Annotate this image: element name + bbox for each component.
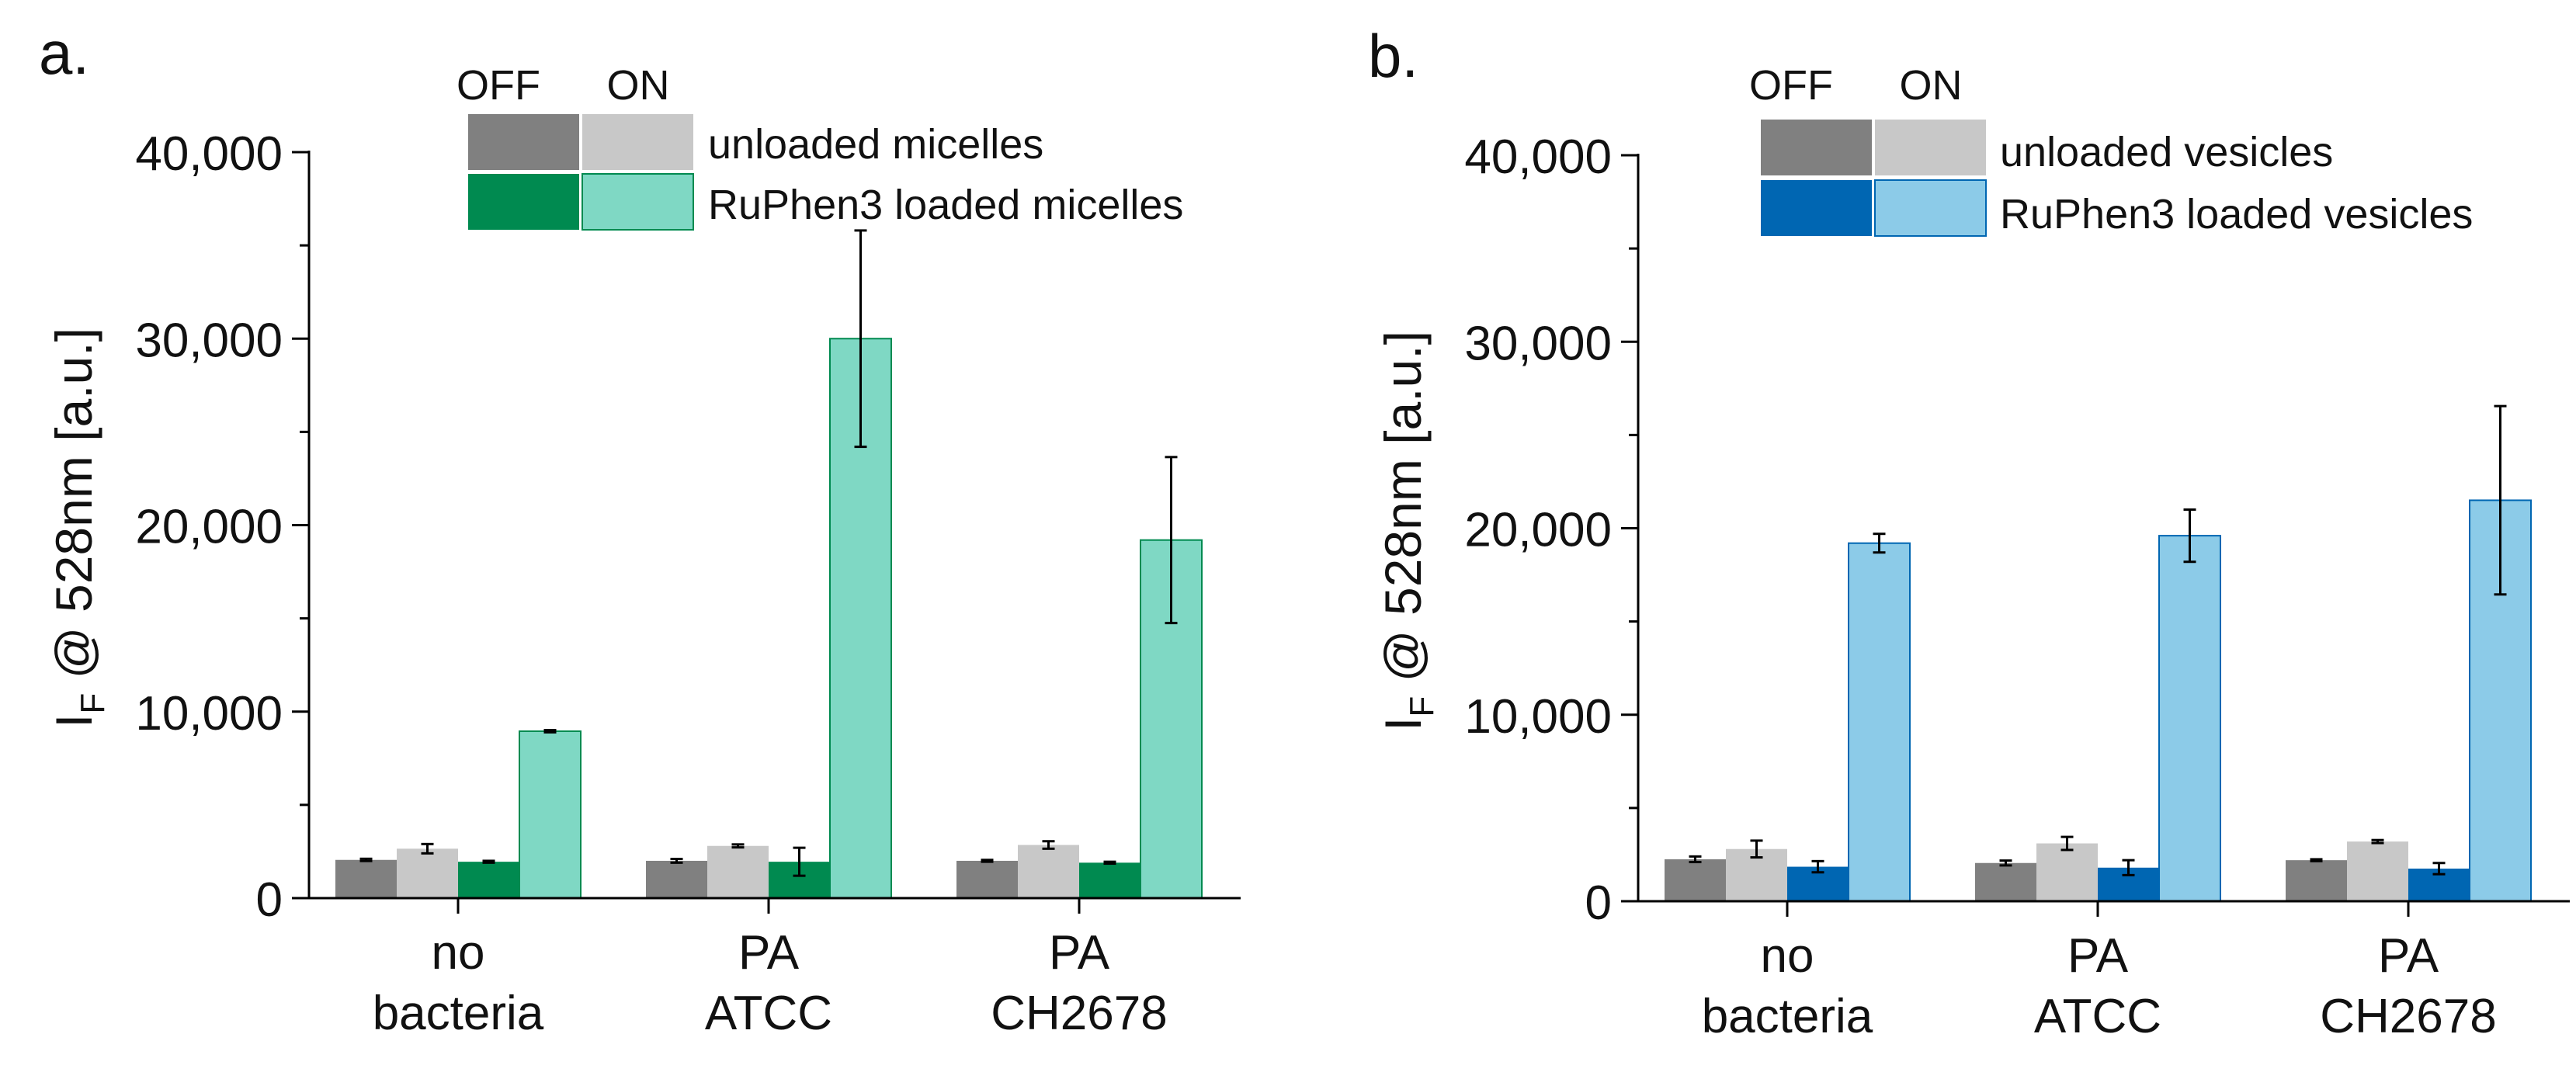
error-bar-3-2 xyxy=(1165,456,1178,625)
panel-b: b. IF @ 528nm [a.u.] 0 10,000 20,000 30,000… xyxy=(1368,22,2570,1043)
bar-0-0 xyxy=(1665,859,1726,901)
legend-swatch-unloaded-off xyxy=(1761,120,1872,175)
legend-header-on: ON xyxy=(1900,62,1963,109)
error-bar-3-0 xyxy=(543,729,557,734)
plot-area: 0 10,000 20,000 30,000 40,000 no bacteria PA ATC… xyxy=(1464,130,2570,1043)
error-bar-0-1 xyxy=(1999,859,2012,867)
legend-header-off: OFF xyxy=(1749,62,1833,109)
x-tick-label: PA ATCC xyxy=(705,926,832,1040)
svg-text:IF @ 528nm [a.u.]: IF @ 528nm [a.u.] xyxy=(45,328,112,728)
y-tick-label: 30,000 xyxy=(1464,317,1612,370)
error-bar-1-1 xyxy=(2060,835,2074,852)
legend-swatch-loaded-on xyxy=(1874,179,1987,237)
y-axis-label-main: I xyxy=(45,714,102,728)
error-bar-0-0 xyxy=(1689,855,1702,864)
bar-0-1 xyxy=(646,860,707,898)
x-tick-label: no bacteria xyxy=(1702,929,1873,1043)
svg-text:IF @ 528nm [a.u.]: IF @ 528nm [a.u.] xyxy=(1374,331,1441,731)
error-bar-3-2 xyxy=(2494,404,2507,596)
bar-0-0 xyxy=(335,859,397,898)
legend: OFF ON unloaded micelles RuPhen3 loaded … xyxy=(457,62,1183,231)
bar-2-0 xyxy=(458,862,519,898)
bar-1-1 xyxy=(707,845,769,898)
bar-0-1 xyxy=(1975,862,2036,901)
error-bar-2-2 xyxy=(2432,862,2446,876)
legend-label-loaded: RuPhen3 loaded micelles xyxy=(708,182,1183,228)
bar-1-2 xyxy=(1018,845,1079,898)
bar-0-2 xyxy=(2286,860,2347,901)
y-axis-label: IF @ 528nm [a.u.] xyxy=(45,328,112,728)
error-bar-0-0 xyxy=(359,857,373,862)
y-axis-label: IF @ 528nm [a.u.] xyxy=(1374,331,1441,731)
panel-a: a. IF @ 528nm [a.u.] 0 10,000 20,000 30,000… xyxy=(39,19,1241,1040)
error-bar-2-1 xyxy=(2122,859,2135,876)
error-bar-3-1 xyxy=(2183,508,2196,564)
legend-swatch-loaded-on xyxy=(582,173,694,231)
y-axis-label-main: I xyxy=(1374,717,1432,731)
bar-3-1 xyxy=(2158,535,2221,902)
legend-swatch-loaded-off xyxy=(468,174,579,230)
error-bar-1-2 xyxy=(2371,838,2384,845)
y-tick-label: 20,000 xyxy=(135,501,283,554)
axes xyxy=(1621,154,2570,917)
y-axis-label-subscript: F xyxy=(74,693,112,714)
error-bar-2-2 xyxy=(1103,860,1116,866)
y-tick-label: 40,000 xyxy=(135,127,283,181)
y-axis-label-rest: @ 528nm [a.u.] xyxy=(45,328,102,693)
error-bar-1-1 xyxy=(731,843,745,849)
legend-swatch-unloaded-on xyxy=(1875,120,1986,175)
error-bar-1-0 xyxy=(1750,839,1763,859)
y-tick-label: 0 xyxy=(1585,876,1612,930)
bar-0-2 xyxy=(956,860,1018,898)
error-bar-2-0 xyxy=(1811,859,1824,874)
y-tick-label: 30,000 xyxy=(135,314,283,367)
panel-label: b. xyxy=(1368,22,1418,90)
error-bar-1-0 xyxy=(421,842,434,855)
error-bar-3-0 xyxy=(1873,533,1886,554)
error-bar-0-2 xyxy=(2310,858,2323,862)
y-tick-label: 40,000 xyxy=(1464,130,1612,184)
y-axis-label-rest: @ 528nm [a.u.] xyxy=(1374,331,1432,696)
error-bar-3-1 xyxy=(854,229,867,449)
error-bar-2-1 xyxy=(793,846,806,877)
error-bar-0-1 xyxy=(670,858,683,864)
y-tick-label: 10,000 xyxy=(135,687,283,741)
legend-label-unloaded: unloaded vesicles xyxy=(2000,129,2333,175)
plot-area: 0 10,000 20,000 30,000 40,000 no bacteria PA ATC… xyxy=(135,127,1241,1040)
error-bar-1-2 xyxy=(1042,840,1055,850)
legend-header-off: OFF xyxy=(457,62,540,109)
bar-3-0 xyxy=(519,730,582,899)
bar-3-0 xyxy=(1848,542,1911,902)
legend-label-unloaded: unloaded micelles xyxy=(708,121,1043,168)
y-axis-label-subscript: F xyxy=(1403,696,1441,717)
legend-swatch-unloaded-off xyxy=(468,114,579,170)
x-tick-label: PA ATCC xyxy=(2034,929,2161,1043)
legend-header-on: ON xyxy=(607,62,670,109)
panel-label: a. xyxy=(39,19,89,87)
bar-1-0 xyxy=(397,848,458,898)
x-tick-label: no bacteria xyxy=(373,926,544,1040)
bar-1-1 xyxy=(2036,843,2098,901)
bar-2-2 xyxy=(1079,862,1140,898)
axes xyxy=(292,151,1241,914)
legend: OFF ON unloaded vesicles RuPhen3 loaded … xyxy=(1749,62,2473,238)
legend-swatch-loaded-off xyxy=(1761,180,1872,236)
bar-1-2 xyxy=(2347,841,2408,901)
y-tick-label: 10,000 xyxy=(1464,690,1612,744)
x-tick-label: PA CH2678 xyxy=(2320,929,2496,1043)
legend-swatch-unloaded-on xyxy=(582,114,693,170)
x-tick-label: PA CH2678 xyxy=(991,926,1167,1040)
error-bar-0-2 xyxy=(981,859,994,863)
y-tick-label: 0 xyxy=(256,873,283,927)
legend-label-loaded: RuPhen3 loaded vesicles xyxy=(2000,191,2473,238)
error-bar-2-0 xyxy=(482,859,495,864)
y-tick-label: 20,000 xyxy=(1464,504,1612,557)
